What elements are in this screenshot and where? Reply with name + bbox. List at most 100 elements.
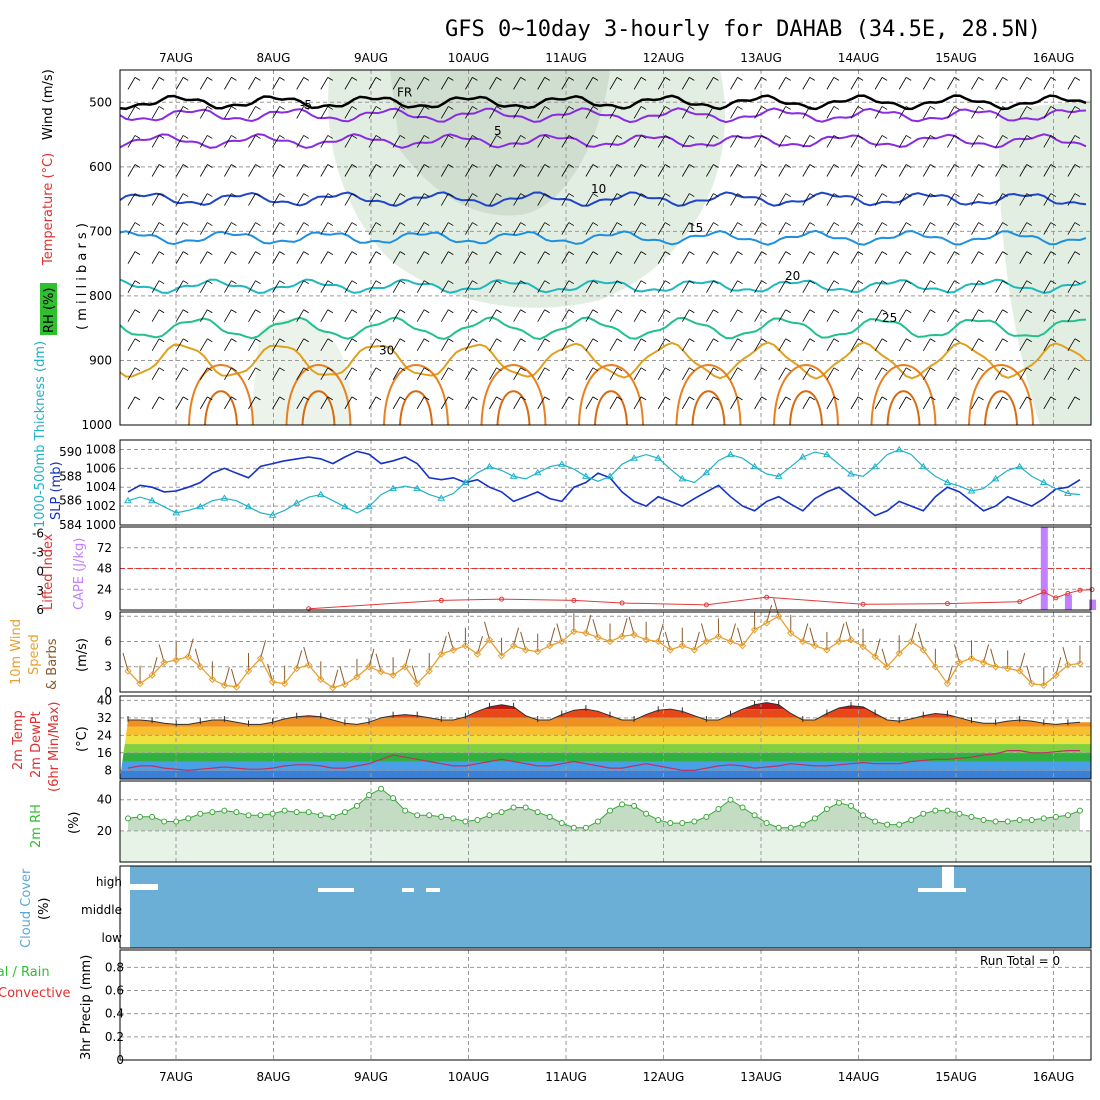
wind-barb-flag xyxy=(231,135,237,139)
wind-barb xyxy=(995,367,1003,381)
wind-barb xyxy=(513,251,521,264)
wind-barb-flag xyxy=(375,193,382,197)
wind-barb xyxy=(320,106,329,119)
wind-barb-flag xyxy=(1002,251,1008,255)
dewpoint2m-line xyxy=(127,749,1080,771)
wind-barb-flag xyxy=(954,309,960,314)
cloud-level-label: high xyxy=(96,875,122,889)
wind-barb xyxy=(922,135,931,148)
wind-barb xyxy=(151,164,160,177)
wind-barb xyxy=(561,106,570,119)
wind10-point xyxy=(774,612,783,620)
wind-barb xyxy=(392,77,401,90)
wind-barb-flag xyxy=(1050,222,1057,226)
wind-barb xyxy=(440,77,449,90)
wind-barb-flag xyxy=(857,338,864,343)
wind-barb-flag xyxy=(785,222,791,226)
cloud-gap xyxy=(426,888,440,892)
wind-barb xyxy=(151,251,160,264)
wind-barb xyxy=(489,280,497,293)
wind-barb xyxy=(609,106,618,119)
wind-barb xyxy=(296,396,305,410)
rh2m-point xyxy=(775,824,782,831)
wind-barb-flag xyxy=(207,251,213,255)
thickness-point xyxy=(630,454,638,461)
wind-barb-flag xyxy=(1002,396,1008,401)
wind-barb-flag xyxy=(905,106,912,110)
cape-ylabel-cape: CAPE (J/kg) xyxy=(72,538,87,610)
date-label-top: 15AUG xyxy=(935,51,977,65)
wind-barb-flag xyxy=(785,338,791,343)
rh-ytick: 40 xyxy=(97,793,112,807)
wind-barb xyxy=(609,309,618,322)
wind-barb-flag xyxy=(182,135,189,139)
wind-barb-flag xyxy=(785,309,791,314)
wind-barb-flag xyxy=(472,77,478,81)
rh2m-point xyxy=(823,806,830,813)
wind-barb-flag xyxy=(713,251,719,255)
wind-barb-flag xyxy=(833,77,840,81)
wind-barb xyxy=(922,280,931,293)
temp-band xyxy=(120,744,1091,753)
wind-barb-flag xyxy=(881,222,888,226)
wind-barb xyxy=(681,193,690,206)
wind10-barb xyxy=(332,669,339,688)
rh-frame xyxy=(119,780,1092,863)
wind10-point xyxy=(835,637,843,646)
wind-barb-flag xyxy=(327,106,334,110)
wind-barb xyxy=(272,77,280,90)
lifted-index-point xyxy=(764,594,770,600)
wind-barb xyxy=(296,77,305,90)
rh2m-point xyxy=(462,818,469,825)
wind-barb-flag xyxy=(616,193,623,197)
wind-barb-flag xyxy=(231,106,237,110)
wind10-point xyxy=(461,641,470,650)
wind-barb-flag xyxy=(279,106,285,110)
wind-barb-flag xyxy=(351,338,358,343)
wind-barb xyxy=(1067,309,1076,322)
wind-barb xyxy=(513,309,521,322)
rh2m-point xyxy=(884,821,891,828)
wind-barb xyxy=(440,367,449,381)
wind-barb-flag xyxy=(544,135,550,139)
wind-barb xyxy=(922,309,931,322)
wind-barb xyxy=(392,193,401,206)
wind-barb xyxy=(898,222,907,235)
wind-barb xyxy=(754,106,762,119)
wind10-point xyxy=(172,656,180,664)
rh-ylabel: 2m RH xyxy=(29,804,44,848)
rh2m-point xyxy=(872,818,879,825)
wind-barb-flag xyxy=(809,77,816,81)
wind10-point xyxy=(220,681,229,689)
wind-barb-flag xyxy=(158,193,165,197)
wind-barb-flag xyxy=(761,135,767,139)
wind-barb-flag xyxy=(881,251,888,255)
wind-barb-flag xyxy=(303,164,309,168)
wind-barb xyxy=(513,222,521,235)
warm-arc-inner xyxy=(204,390,238,426)
upper-ytick: 700 xyxy=(89,224,112,238)
cloud-gap xyxy=(402,888,414,892)
wind-barb-flag xyxy=(158,280,165,285)
wind-barb-flag xyxy=(1074,135,1081,139)
wind-barb-flag xyxy=(1002,193,1008,197)
wind-barb xyxy=(513,280,521,293)
wind-barb xyxy=(995,106,1003,119)
wind-barb xyxy=(465,77,473,90)
date-label-top: 11AUG xyxy=(545,51,587,65)
wind-barb xyxy=(947,367,955,381)
wind-barb xyxy=(850,193,859,206)
wind-barb-flag xyxy=(881,135,888,139)
rh2m-point xyxy=(968,813,975,820)
wind-barb xyxy=(826,338,835,351)
date-label-bottom: 11AUG xyxy=(545,1070,587,1084)
wind10-point xyxy=(521,646,530,654)
wind-barb xyxy=(922,396,931,410)
wind-barb-flag xyxy=(158,251,165,255)
wind-barb-flag xyxy=(351,367,358,372)
wind-barb-flag xyxy=(713,106,719,110)
wind-barb-flag xyxy=(930,367,936,372)
rh2m-point xyxy=(546,813,553,820)
lifted-index-point xyxy=(1089,587,1095,593)
lifted-index-line xyxy=(308,589,1093,610)
